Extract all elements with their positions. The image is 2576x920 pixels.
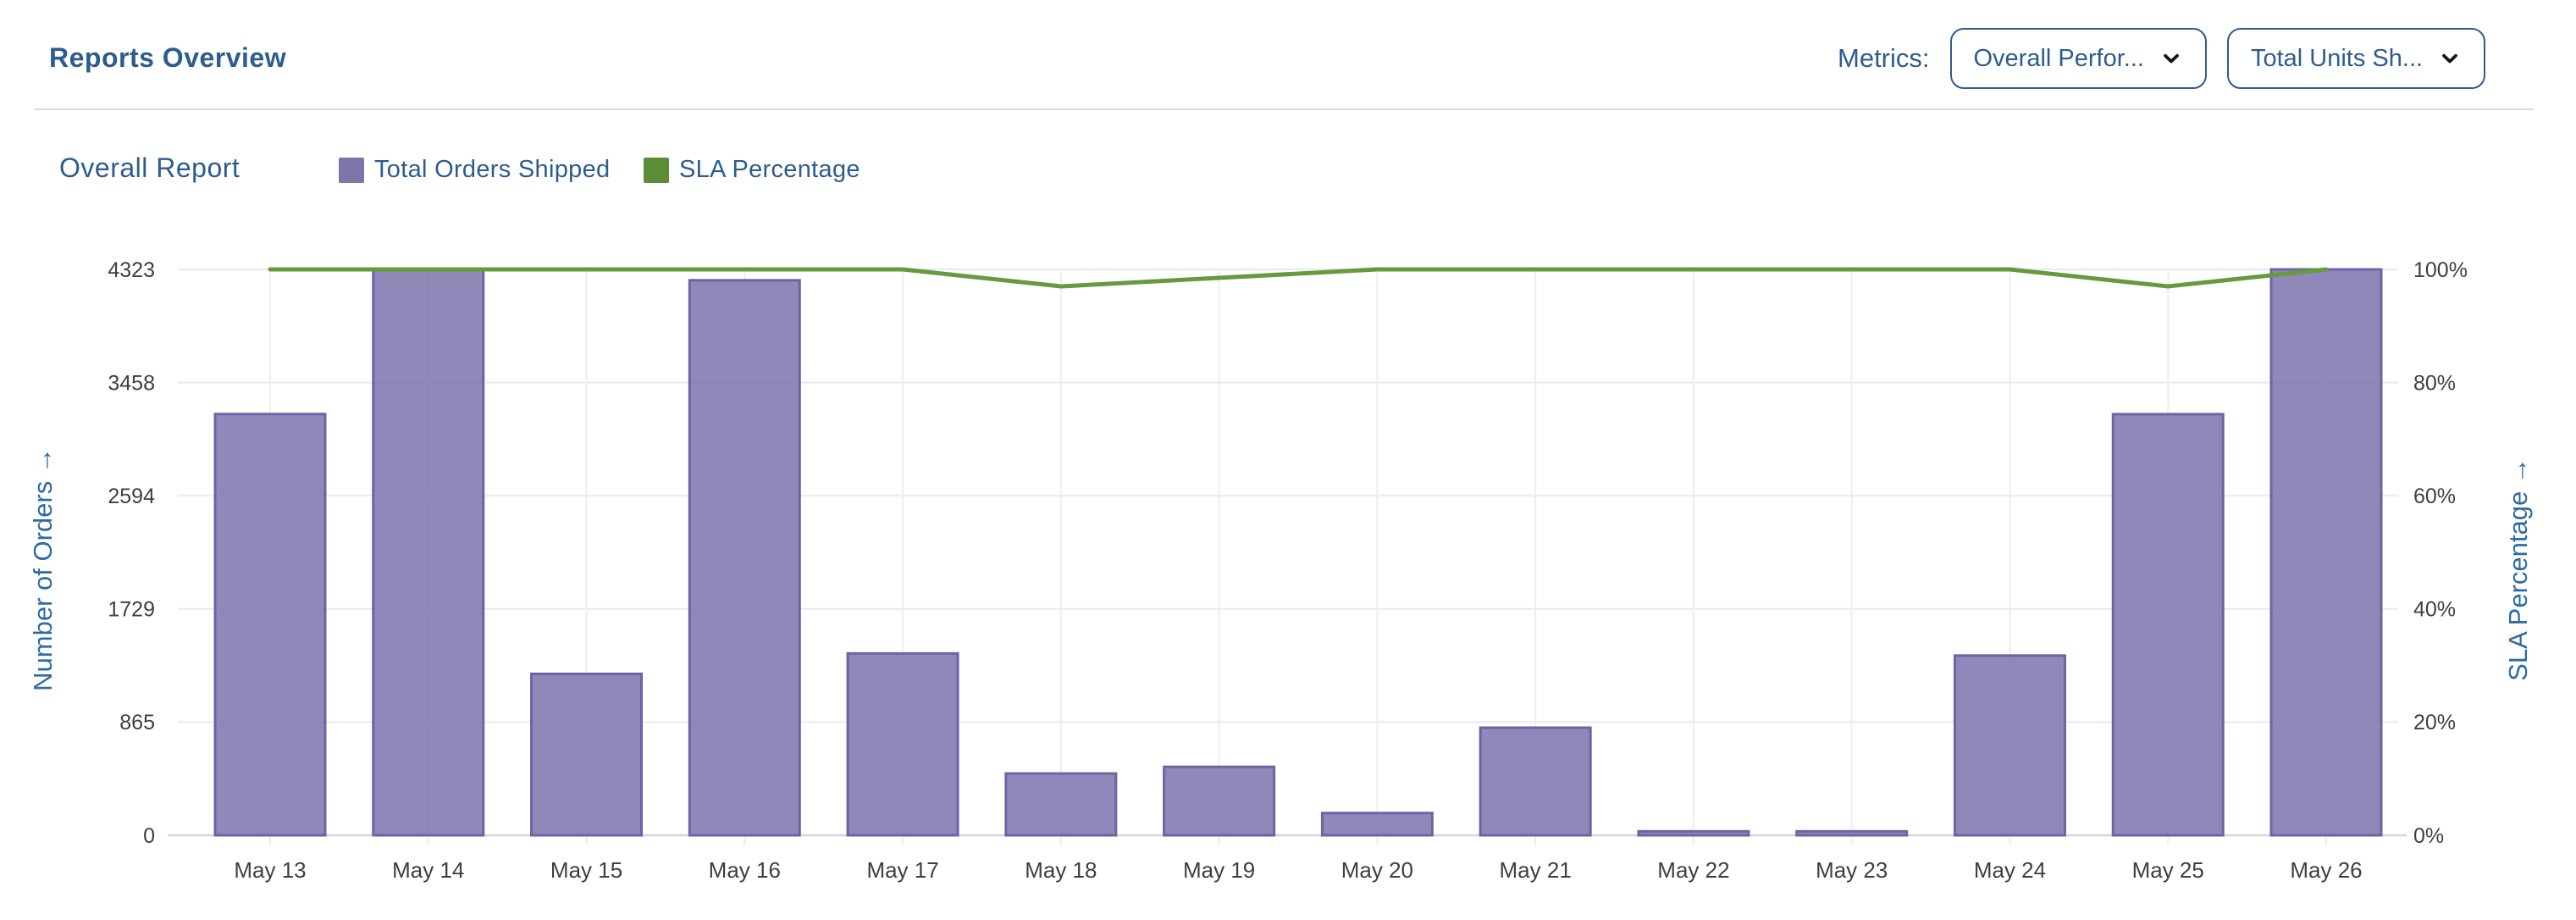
right-axis-tick-label: 60% [2413, 485, 2456, 508]
left-axis-tick-label: 0 [143, 824, 155, 848]
right-axis-tick-label: 20% [2413, 711, 2456, 734]
bar-may-19 [1163, 765, 1276, 837]
legend-label-sla-percentage: SLA Percentage [679, 156, 860, 183]
x-axis-label: May 17 [866, 857, 938, 883]
bar-may-21 [1479, 726, 1592, 837]
metric-dropdown-total-units-shipped-label: Total Units Sh... [2250, 44, 2424, 72]
bar-may-17 [846, 651, 959, 837]
x-axis-label: May 22 [1657, 857, 1729, 883]
legend-swatch-sla-percentage [644, 158, 669, 183]
bar-may-23 [1795, 829, 1909, 837]
report-title: Overall Report [59, 152, 240, 183]
x-axis-label: May 21 [1500, 857, 1572, 883]
x-axis-label: May 16 [709, 857, 781, 883]
x-axis-label: May 26 [2290, 857, 2362, 883]
x-axis-label: May 23 [1816, 857, 1888, 883]
bar-may-20 [1320, 812, 1434, 837]
bar-may-14 [372, 268, 485, 837]
x-axis-label: May 19 [1183, 857, 1255, 883]
legend-label-total-orders-shipped: Total Orders Shipped [374, 156, 611, 183]
left-axis-tick-label: 865 [119, 711, 155, 734]
x-axis-label: May 18 [1025, 857, 1097, 883]
x-axis-label: May 24 [1974, 857, 2046, 883]
left-axis-tick-label: 4323 [108, 258, 155, 282]
bar-may-24 [1953, 654, 2066, 837]
metric-dropdown-overall-performance-label: Overall Perfor... [1973, 44, 2144, 72]
right-axis-tick-label: 0% [2413, 824, 2444, 848]
bar-may-15 [530, 672, 644, 837]
x-axis-label: May 15 [550, 857, 622, 883]
x-axis-label: May 14 [392, 857, 464, 883]
x-axis-label: May 20 [1341, 857, 1413, 883]
left-axis-title: Number of Orders → [28, 447, 58, 691]
sla-percentage-line [268, 267, 2329, 289]
page-title: Reports Overview [49, 42, 287, 73]
metrics-bar: Metrics: Overall Perfor... Total Units S… [1838, 25, 2486, 91]
bar-may-13 [213, 413, 327, 837]
bar-may-18 [1004, 772, 1118, 837]
left-axis-tick-label: 3458 [108, 371, 155, 395]
bar-may-26 [2269, 268, 2383, 837]
right-axis-tick-label: 100% [2413, 258, 2468, 282]
right-axis-title: SLA Percentage → [2503, 457, 2533, 681]
bar-may-22 [1637, 829, 1750, 837]
metric-dropdown-overall-performance[interactable]: Overall Perfor... [1949, 28, 2207, 89]
left-axis-tick-label: 2594 [108, 485, 155, 508]
bar-may-25 [2111, 413, 2225, 837]
chevron-down-icon [2442, 53, 2457, 64]
left-axis-tick-label: 1729 [108, 598, 155, 622]
legend-swatch-total-orders-shipped [339, 158, 364, 183]
metrics-label: Metrics: [1838, 43, 1930, 73]
x-axis-label: May 13 [234, 857, 306, 883]
bar-may-16 [688, 279, 801, 837]
x-axis-label: May 25 [2132, 857, 2204, 883]
right-axis-tick-label: 80% [2413, 371, 2456, 395]
metric-dropdown-total-units-shipped[interactable]: Total Units Sh... [2226, 28, 2486, 89]
chevron-down-icon [2164, 53, 2179, 64]
right-axis-tick-label: 40% [2413, 598, 2456, 622]
header-divider [34, 108, 2534, 110]
